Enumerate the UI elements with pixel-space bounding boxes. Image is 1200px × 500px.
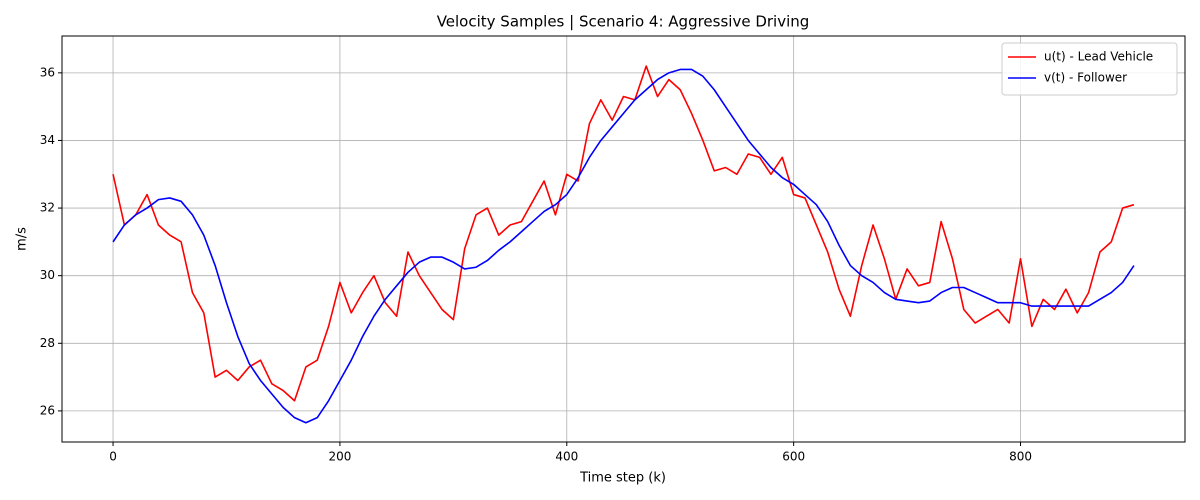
series-line [112,65,1135,402]
x-tick-label: 0 [109,450,117,464]
y-tick-label: 32 [40,201,55,215]
plot-frame [61,35,1186,443]
y-tick-label: 34 [40,133,55,147]
y-tick-label: 30 [40,268,55,282]
x-tick-label: 200 [328,450,351,464]
x-tick-label: 400 [555,450,578,464]
legend-label: u(t) - Lead Vehicle [1044,50,1153,64]
y-tick-label: 36 [40,65,55,79]
y-axis-label: m/s [15,227,30,251]
y-tick-label: 28 [40,336,55,350]
series-line [112,68,1135,424]
y-tick-label: 26 [40,403,55,417]
x-tick-label: 800 [1009,450,1032,464]
chart-title: Velocity Samples | Scenario 4: Aggressiv… [437,13,810,31]
legend-box [1001,42,1178,96]
legend-label: v(t) - Follower [1044,71,1127,85]
x-tick-label: 600 [782,450,805,464]
x-axis-label: Time step (k) [579,471,666,486]
